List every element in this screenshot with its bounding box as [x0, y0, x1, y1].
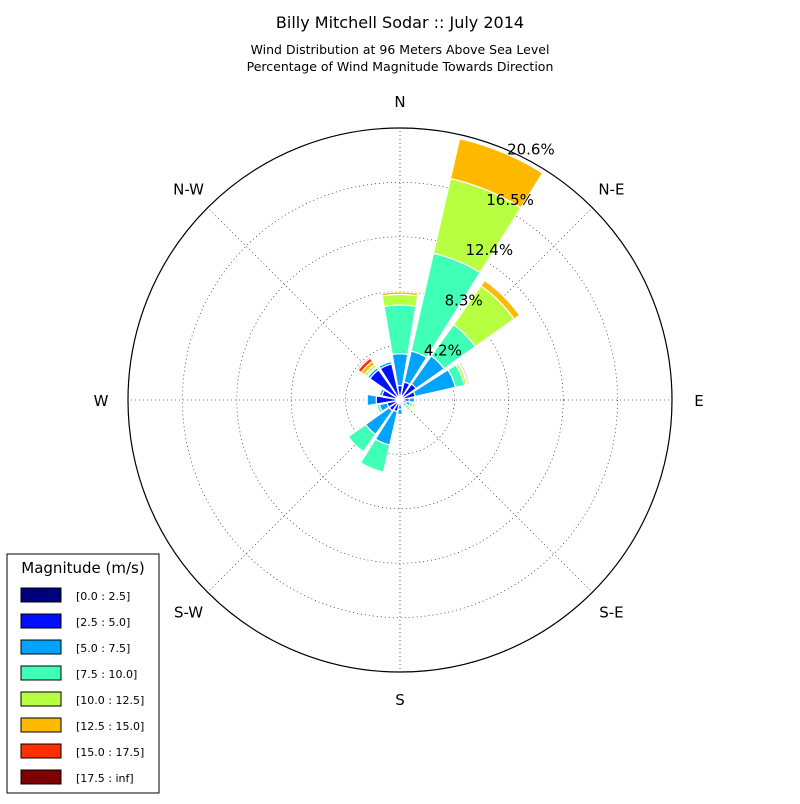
- legend-label: [10.0 : 12.5]: [76, 694, 144, 707]
- legend-swatch: [20, 717, 62, 733]
- chart-subtitle-line1: Wind Distribution at 96 Meters Above Sea…: [251, 42, 550, 57]
- windrose-bar-8-3: [396, 413, 404, 417]
- windrose-bar-6-4: [405, 405, 412, 412]
- chart-title: Billy Mitchell Sodar :: July 2014: [276, 13, 524, 32]
- windrose-bar-12-3: [365, 393, 369, 407]
- legend-swatch: [20, 743, 62, 759]
- direction-label: E: [694, 392, 703, 410]
- polar-frame: [127, 127, 673, 673]
- direction-label: W: [94, 392, 109, 410]
- legend-label: [5.0 : 7.5]: [76, 642, 130, 655]
- direction-label: N-E: [598, 181, 624, 199]
- direction-label: N-W: [173, 181, 204, 199]
- windrose-bar-13-3: [377, 387, 383, 397]
- windrose-bar-14-7: [356, 356, 372, 372]
- windrose-bar-1-5: [449, 137, 544, 209]
- legend-label: [12.5 : 15.0]: [76, 720, 144, 733]
- legend-title: Magnitude (m/s): [21, 559, 144, 577]
- grid-ring: [236, 236, 564, 564]
- direction-label: N: [394, 93, 405, 111]
- windrose-bar-0-5: [381, 291, 419, 297]
- windrose-bars: [347, 137, 544, 473]
- windrose-bar-15-2: [378, 360, 393, 370]
- windrose-bar-2-5: [480, 279, 521, 320]
- windrose-bar-0-4: [381, 293, 419, 307]
- legend-swatch: [20, 613, 62, 629]
- legend-label: [0.0 : 2.5]: [76, 590, 130, 603]
- legend-entries: [0.0 : 2.5] [2.5 : 5.0] [5.0 : 7.5] [7.5 : …: [20, 587, 144, 785]
- radial-tick-label: 16.5%: [486, 191, 534, 209]
- windrose-bar-11-3: [376, 403, 383, 414]
- legend-swatch: [20, 665, 62, 681]
- grid-spoke: [399, 399, 593, 593]
- chart-subtitle-line2: Percentage of Wind Magnitude Towards Dir…: [247, 59, 554, 74]
- radial-tick-label: 4.2%: [424, 342, 462, 360]
- grid-ring: [182, 182, 618, 618]
- radial-tick-label: 12.4%: [465, 241, 513, 259]
- direction-label: S-W: [174, 603, 203, 621]
- direction-label: S: [395, 691, 405, 709]
- legend-label: [15.0 : 17.5]: [76, 746, 144, 759]
- legend: Magnitude (m/s) [0.0 : 2.5] [2.5 : 5.0] [5…: [6, 553, 160, 794]
- legend-label: [2.5 : 5.0]: [76, 616, 130, 629]
- legend-swatch: [20, 691, 62, 707]
- windrose-bar-7-3: [400, 404, 406, 409]
- radial-tick-label: 20.6%: [507, 141, 555, 159]
- legend-swatch: [20, 639, 62, 655]
- grid-ring: [345, 345, 455, 455]
- windrose-bar-4-3: [413, 396, 417, 404]
- legend-label: [17.5 : inf]: [76, 772, 134, 785]
- windrose-bar-5-4: [410, 402, 417, 410]
- legend-label: [7.5 : 10.0]: [76, 668, 137, 681]
- windrose-bar-9-3: [359, 438, 391, 473]
- windrose-bar-10-3: [347, 423, 377, 453]
- direction-label: S-E: [599, 603, 623, 621]
- direction-labels: N N-E E S-E S S-W W N-W: [94, 93, 704, 709]
- radial-tick-labels: 4.2% 8.3% 12.4% 16.5% 20.6%: [424, 141, 555, 360]
- legend-swatch: [20, 587, 62, 603]
- windrose-bar-12-2: [366, 393, 378, 407]
- windrose-bar-3-7: [458, 361, 471, 386]
- legend-swatch: [20, 769, 62, 785]
- radial-tick-label: 8.3%: [445, 291, 483, 309]
